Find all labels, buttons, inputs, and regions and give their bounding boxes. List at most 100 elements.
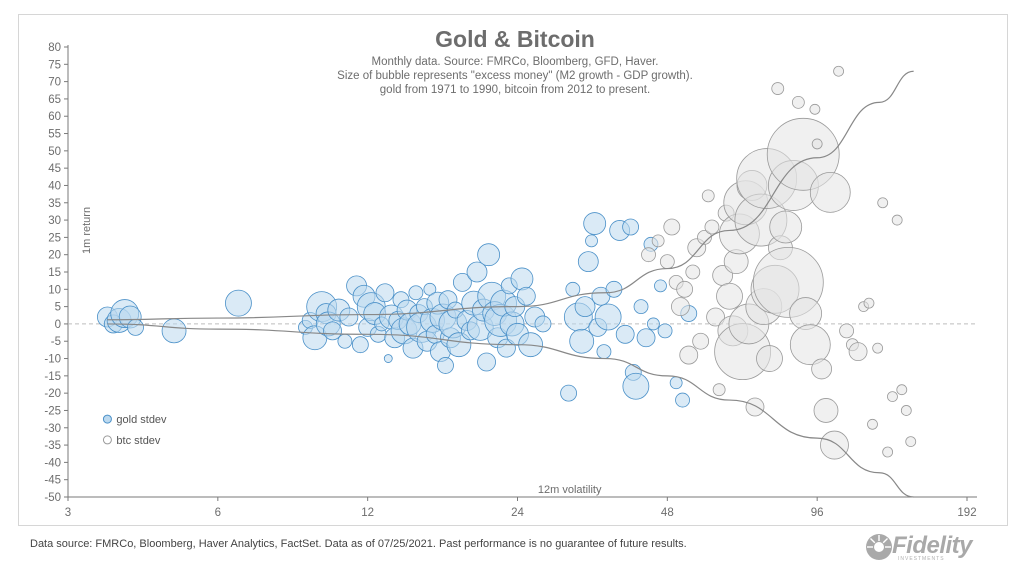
legend-gold-label: gold stdev bbox=[116, 414, 167, 426]
gold-bubble bbox=[622, 372, 650, 400]
btc-bubble bbox=[671, 297, 690, 317]
y-tick-label: 60 bbox=[48, 111, 61, 123]
btc-bubble bbox=[679, 345, 699, 365]
gold-bubble bbox=[477, 352, 496, 372]
legend-btc-marker bbox=[102, 435, 112, 445]
x-tick-label: 6 bbox=[215, 507, 221, 519]
fidelity-tagline: INVESTMENTS bbox=[898, 556, 945, 562]
btc-bubble bbox=[766, 117, 840, 191]
btc-bubble bbox=[685, 264, 701, 280]
btc-bubble bbox=[867, 418, 878, 430]
y-tick-label: 55 bbox=[48, 129, 61, 141]
btc-series bbox=[641, 65, 917, 460]
btc-bubble bbox=[701, 189, 715, 203]
btc-bubble bbox=[809, 103, 821, 115]
btc-bubble bbox=[813, 398, 839, 423]
gold-bubble bbox=[565, 281, 581, 297]
gold-bubble bbox=[669, 376, 683, 390]
btc-bubble bbox=[706, 307, 725, 327]
gold-bubble bbox=[577, 251, 599, 273]
y-tick-label: 30 bbox=[48, 215, 61, 227]
y-tick-label: -25 bbox=[44, 405, 61, 417]
fidelity-logo: Fidelity INVESTMENTS bbox=[862, 530, 1002, 562]
btc-bubble bbox=[877, 197, 889, 209]
envelope-upper-curve bbox=[107, 70, 914, 321]
gold-bubble bbox=[596, 344, 612, 360]
gold-bubble bbox=[654, 279, 667, 293]
gold-bubble bbox=[437, 357, 454, 374]
y-tick-label: 5 bbox=[55, 302, 61, 314]
gold-bubble bbox=[375, 283, 395, 303]
x-tick-label: 192 bbox=[957, 507, 976, 519]
btc-bubble bbox=[716, 282, 743, 310]
btc-bubble bbox=[641, 247, 656, 263]
btc-bubble bbox=[791, 95, 805, 109]
btc-bubble bbox=[789, 297, 823, 330]
chart-canvas: Gold & Bitcoin Monthly data. Source: FMR… bbox=[44, 26, 977, 519]
gold-bubble bbox=[127, 318, 144, 336]
y-tick-label: 40 bbox=[48, 180, 61, 192]
btc-bubble bbox=[905, 436, 917, 448]
btc-bubble bbox=[697, 229, 712, 245]
fidelity-sunburst-icon bbox=[866, 534, 892, 560]
x-tick-label: 3 bbox=[65, 507, 71, 519]
gold-bubble bbox=[560, 384, 577, 402]
gold-bubble bbox=[510, 267, 534, 291]
legend-gold-marker bbox=[102, 414, 112, 424]
btc-bubble bbox=[811, 358, 833, 380]
gold-bubble bbox=[161, 318, 187, 344]
y-tick-label: -20 bbox=[44, 388, 61, 400]
y-tick-label: 50 bbox=[48, 146, 61, 158]
btc-bubble bbox=[872, 342, 884, 354]
btc-bubble bbox=[771, 82, 785, 95]
y-tick-label: 20 bbox=[48, 250, 61, 262]
y-tick-label: 75 bbox=[48, 59, 61, 71]
gold-bubble bbox=[225, 289, 252, 317]
y-tick-label: 15 bbox=[48, 267, 61, 279]
y-tick-label: 70 bbox=[48, 77, 61, 89]
chart-frame: Gold & Bitcoin Monthly data. Source: FMR… bbox=[18, 14, 1008, 526]
gold-bubble bbox=[351, 336, 369, 354]
gold-bubble bbox=[583, 212, 607, 235]
gold-bubble bbox=[646, 317, 660, 331]
gold-bubble bbox=[466, 261, 488, 283]
gold-bubble bbox=[453, 272, 472, 292]
gold-bubble bbox=[497, 338, 516, 358]
x-axis-label: 12m volatility bbox=[538, 484, 602, 496]
btc-bubble bbox=[882, 446, 894, 458]
gold-bubble bbox=[569, 328, 595, 354]
legend: gold stdev btc stdev bbox=[102, 414, 167, 447]
gold-bubble bbox=[675, 392, 690, 408]
btc-bubble bbox=[745, 397, 765, 417]
chart-subtitle-line-1: Monthly data. Source: FMRCo, Bloomberg, … bbox=[372, 56, 659, 68]
gold-bubble bbox=[657, 323, 673, 339]
y-tick-label: 35 bbox=[48, 198, 61, 210]
chart-subtitle-line-3: gold from 1971 to 1990, bitcoin from 201… bbox=[380, 84, 650, 96]
y-tick-label: -5 bbox=[51, 336, 61, 348]
x-tick-label: 24 bbox=[511, 507, 524, 519]
gold-bubble bbox=[615, 324, 635, 344]
btc-bubble bbox=[663, 218, 681, 236]
btc-bubble bbox=[891, 214, 903, 226]
y-tick-label: 10 bbox=[48, 284, 61, 296]
gold-bubble bbox=[605, 280, 623, 298]
btc-bubble bbox=[848, 342, 868, 362]
gold-bubble bbox=[339, 307, 359, 327]
gold-bubble bbox=[636, 328, 656, 348]
gold-bubble bbox=[337, 333, 353, 349]
btc-bubble bbox=[756, 345, 783, 372]
y-tick-label: -30 bbox=[44, 423, 61, 435]
gold-series bbox=[97, 212, 698, 408]
y-axis-label: 1m return bbox=[81, 207, 93, 254]
y-tick-label: -15 bbox=[44, 371, 61, 383]
y-tick-label: 45 bbox=[48, 163, 61, 175]
btc-bubble bbox=[863, 297, 875, 309]
envelope-lower-curve bbox=[107, 323, 914, 498]
y-tick-label: 25 bbox=[48, 232, 61, 244]
y-tick-label: 80 bbox=[48, 42, 61, 54]
y-tick-label: -45 bbox=[44, 475, 61, 487]
y-tick-label: -10 bbox=[44, 354, 61, 366]
btc-bubble bbox=[811, 138, 823, 150]
y-tick-label: -50 bbox=[44, 492, 61, 504]
x-tick-label: 12 bbox=[361, 507, 374, 519]
